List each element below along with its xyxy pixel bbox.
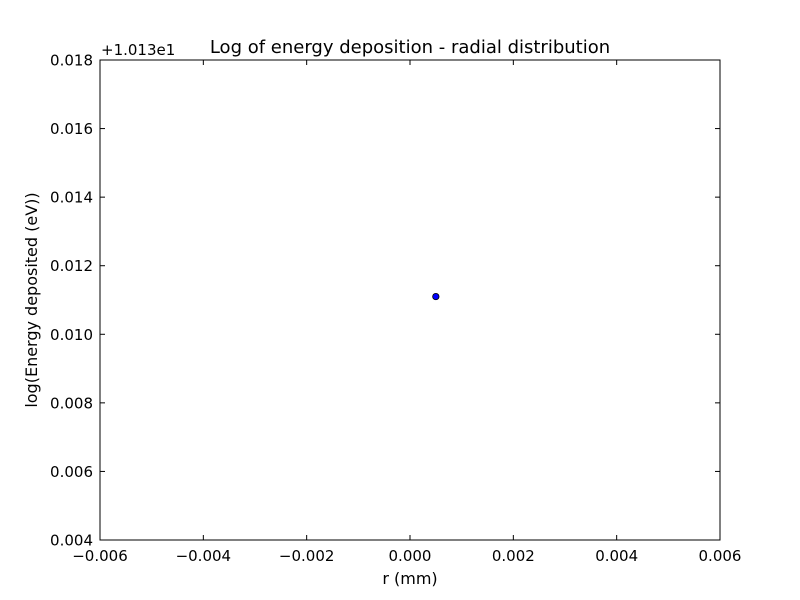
y-tick-label: 0.004 (50, 532, 93, 550)
y-tick-label: 0.010 (50, 326, 93, 344)
x-tick-label: −0.004 (176, 547, 232, 565)
x-tick-label: 0.002 (492, 547, 535, 565)
data-point (432, 292, 440, 301)
y-tick-label: 0.012 (50, 257, 93, 275)
x-tick-label: −0.006 (72, 547, 128, 565)
points-layer (432, 292, 440, 301)
plot-frame (99, 59, 721, 541)
y-tick-label: 0.014 (50, 189, 93, 207)
y-axis-label: log(Energy deposited (eV)) (22, 192, 41, 407)
ticks-layer: −0.006 −0.004 −0.002 0.000 0.002 0.004 0.006 0.… (50, 52, 741, 566)
x-axis-label: r (mm) (382, 569, 437, 588)
chart-title: Log of energy deposition - radial distri… (210, 37, 610, 58)
y-tick-label: 0.006 (50, 463, 93, 481)
x-tick-label: 0.006 (699, 547, 742, 565)
y-tick-label: 0.018 (50, 52, 93, 70)
y-tick-label: 0.008 (50, 394, 93, 412)
x-tick-label: 0.004 (595, 547, 638, 565)
x-tick-label: −0.002 (279, 547, 335, 565)
x-tick-label: 0.000 (389, 547, 432, 565)
y-offset-label: +1.013e1 (101, 41, 175, 59)
y-tick-label: 0.016 (50, 120, 93, 138)
